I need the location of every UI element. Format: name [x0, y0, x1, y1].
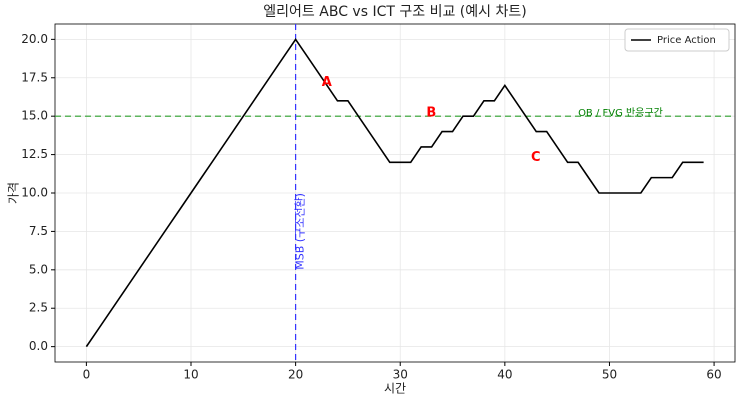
- x-tick-label: 40: [497, 368, 512, 382]
- y-tick-label: 12.5: [21, 147, 48, 161]
- x-tick-label: 50: [602, 368, 617, 382]
- x-tick-label: 60: [706, 368, 721, 382]
- annotation: B: [426, 106, 436, 121]
- y-tick-label: 5.0: [29, 262, 48, 276]
- y-tick-label: 20.0: [21, 32, 48, 46]
- y-tick-label: 15.0: [21, 109, 48, 123]
- y-tick-label: 17.5: [21, 70, 48, 84]
- legend: Price Action: [624, 28, 730, 52]
- x-tick-label: 20: [288, 368, 303, 382]
- reference-label: MSB (구조전환): [294, 193, 307, 270]
- chart-title: 엘리어트 ABC vs ICT 구조 비교 (예시 차트): [263, 4, 526, 20]
- x-tick-label: 10: [183, 368, 198, 382]
- y-tick-label: 7.5: [29, 224, 48, 238]
- y-tick-label: 0.0: [29, 339, 48, 353]
- x-tick-label: 0: [83, 368, 91, 382]
- x-axis-label: 시간: [384, 382, 406, 396]
- legend-label: Price Action: [657, 35, 716, 46]
- y-tick-label: 10.0: [21, 186, 48, 200]
- annotation: A: [322, 75, 332, 90]
- annotation: OB / FVG 반응구간: [578, 107, 663, 119]
- legend-box: [624, 28, 730, 52]
- plot-frame: [54, 23, 736, 363]
- y-tick-label: 2.5: [29, 301, 48, 315]
- x-tick-label: 30: [393, 368, 408, 382]
- line-series: [85, 37, 704, 348]
- y-axis-label: 가격: [7, 182, 21, 204]
- annotation: C: [531, 150, 541, 165]
